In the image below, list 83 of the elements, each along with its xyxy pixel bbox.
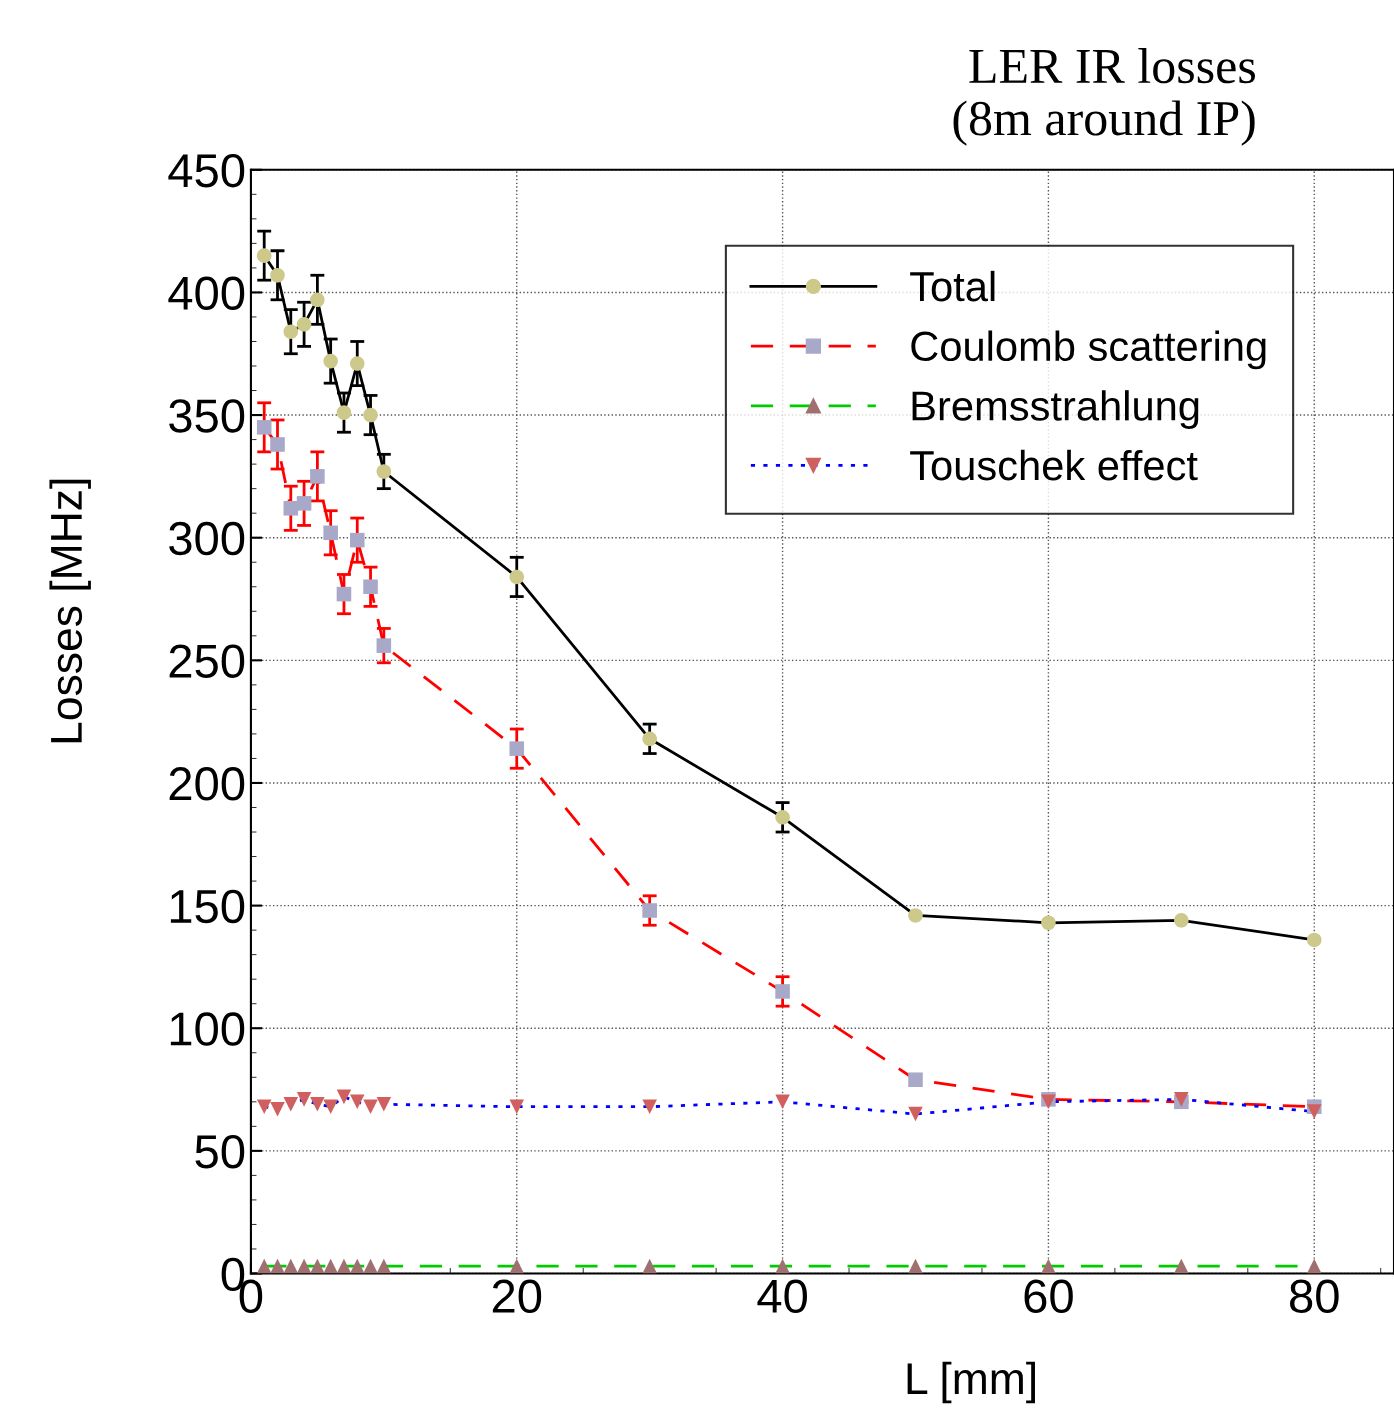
point [349, 532, 365, 548]
x-tick-label: 60 [1024, 1279, 1073, 1314]
point [323, 1099, 338, 1114]
x-tick-label: 40 [757, 1279, 807, 1314]
y-tick-label: 50 [195, 1135, 245, 1169]
point [256, 1099, 272, 1114]
point [336, 586, 352, 602]
point [310, 1096, 325, 1112]
point [376, 1258, 392, 1274]
point [376, 464, 392, 479]
x-axis-title: L [mm] [907, 1361, 1035, 1404]
point [256, 1258, 272, 1274]
point [296, 1258, 312, 1274]
point [376, 1096, 392, 1112]
point [336, 1089, 352, 1105]
point [1041, 1258, 1056, 1274]
x-tick-label: 80 [1290, 1279, 1339, 1314]
y-tick-label: 450 [168, 153, 245, 188]
point [642, 1258, 657, 1274]
point [509, 1099, 525, 1114]
point [283, 500, 299, 516]
point [283, 324, 299, 339]
point [363, 579, 378, 595]
legend-label: Total [910, 270, 995, 302]
point [349, 1094, 365, 1110]
point [296, 1092, 312, 1107]
point [323, 525, 338, 541]
point [283, 1258, 299, 1274]
point [336, 1258, 352, 1274]
point [256, 420, 272, 435]
point [310, 1258, 325, 1274]
point [283, 1096, 299, 1112]
point [363, 1099, 378, 1114]
y-tick-label: 200 [169, 767, 245, 801]
point [336, 405, 352, 420]
y-tick-label: 350 [169, 399, 245, 433]
point [1306, 932, 1322, 948]
point [908, 908, 923, 923]
point [908, 1072, 923, 1088]
point [376, 638, 392, 653]
point [363, 1258, 378, 1274]
y-tick-label: 100 [170, 1012, 245, 1046]
point [349, 356, 365, 371]
y-tick-label: 300 [169, 521, 245, 556]
point [270, 267, 285, 283]
chart-title: LER IR losses (8m around IP) [953, 48, 1256, 146]
point [775, 984, 790, 999]
point [642, 731, 657, 747]
y-tick-label: 400 [168, 276, 245, 311]
y-tick-label: 150 [170, 889, 245, 924]
point [1306, 1258, 1322, 1274]
point [509, 741, 525, 756]
point [775, 810, 790, 825]
point [1041, 915, 1056, 931]
point [908, 1106, 923, 1122]
point [323, 1258, 338, 1274]
point [1174, 913, 1189, 928]
y-tick-label: 250 [169, 644, 245, 678]
point [908, 1258, 923, 1274]
point [775, 1094, 790, 1110]
point [509, 569, 525, 585]
point [296, 496, 312, 511]
point [349, 1258, 365, 1274]
point [270, 1258, 285, 1274]
point [310, 469, 325, 484]
legend-label: Coulomb scattering [911, 330, 1266, 370]
legend-label: Touschek effect [910, 449, 1198, 481]
point [1306, 1104, 1322, 1119]
point [323, 353, 338, 369]
point [310, 292, 325, 308]
legend-label: Bremsstrahlung [912, 390, 1199, 430]
point [363, 407, 378, 423]
x-tick-label: 20 [492, 1279, 542, 1314]
point [256, 248, 272, 263]
point [270, 437, 285, 452]
point [1174, 1258, 1189, 1274]
point [296, 317, 312, 332]
point [642, 903, 657, 918]
y-axis-title: Losses [MHz] [49, 479, 91, 743]
point [775, 1258, 790, 1274]
point [642, 1099, 657, 1114]
point [270, 1101, 285, 1117]
point [509, 1258, 525, 1274]
